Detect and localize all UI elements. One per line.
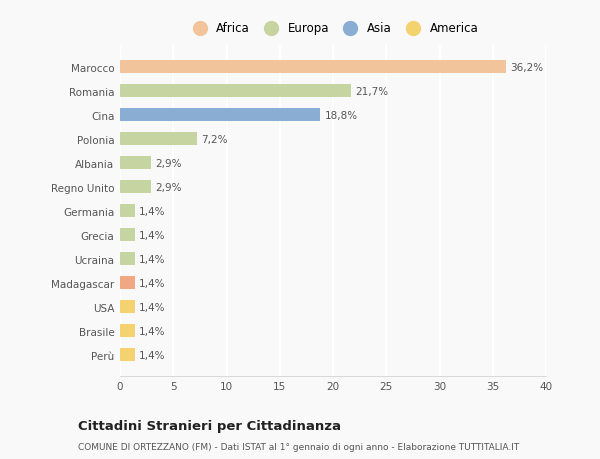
Text: 1,4%: 1,4%: [139, 254, 166, 264]
Bar: [120, 133, 197, 146]
Bar: [120, 324, 135, 337]
Text: 7,2%: 7,2%: [201, 134, 227, 144]
Bar: [120, 61, 506, 74]
Text: COMUNE DI ORTEZZANO (FM) - Dati ISTAT al 1° gennaio di ogni anno - Elaborazione : COMUNE DI ORTEZZANO (FM) - Dati ISTAT al…: [78, 442, 519, 451]
Bar: [120, 157, 151, 170]
Bar: [120, 205, 135, 218]
Bar: [120, 85, 351, 98]
Text: 1,4%: 1,4%: [139, 302, 166, 312]
Text: 2,9%: 2,9%: [155, 158, 182, 168]
Text: 1,4%: 1,4%: [139, 278, 166, 288]
Text: 1,4%: 1,4%: [139, 230, 166, 240]
Bar: [120, 109, 320, 122]
Bar: [120, 229, 135, 241]
Text: Cittadini Stranieri per Cittadinanza: Cittadini Stranieri per Cittadinanza: [78, 419, 341, 432]
Legend: Africa, Europa, Asia, America: Africa, Europa, Asia, America: [184, 19, 482, 39]
Bar: [120, 348, 135, 361]
Text: 18,8%: 18,8%: [325, 111, 358, 120]
Text: 1,4%: 1,4%: [139, 206, 166, 216]
Text: 21,7%: 21,7%: [355, 86, 388, 96]
Bar: [120, 252, 135, 266]
Bar: [120, 181, 151, 194]
Bar: [120, 300, 135, 313]
Text: 1,4%: 1,4%: [139, 326, 166, 336]
Text: 36,2%: 36,2%: [510, 62, 543, 73]
Text: 1,4%: 1,4%: [139, 350, 166, 360]
Text: 2,9%: 2,9%: [155, 182, 182, 192]
Bar: [120, 276, 135, 290]
